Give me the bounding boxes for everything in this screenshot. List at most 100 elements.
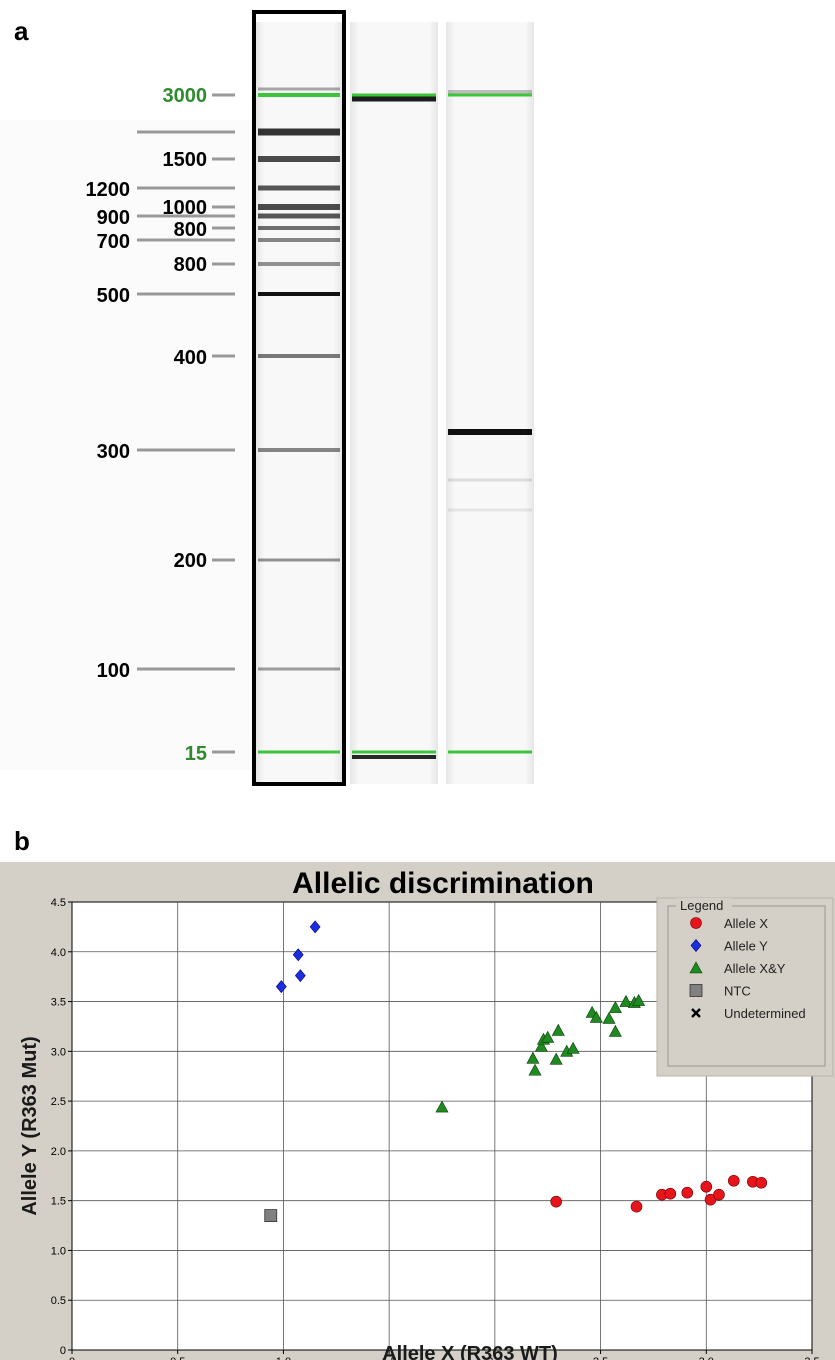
y-tick-label-0: 0 bbox=[60, 1345, 66, 1357]
point-allele-y-2 bbox=[292, 948, 304, 962]
point-allele-x-y-16 bbox=[619, 994, 633, 1007]
point-allele-x-1 bbox=[550, 1195, 562, 1208]
ladder-size-label-800: 800 bbox=[174, 219, 207, 241]
ladder-band-6 bbox=[258, 213, 340, 219]
legend-label-ntc: NTC bbox=[724, 984, 751, 999]
legend: Legend Allele X Allele Y Allele X&Y NTC Unde… bbox=[656, 897, 834, 1077]
lane2-lower-marker bbox=[352, 750, 436, 754]
y-tick-label-3: 1.5 bbox=[51, 1196, 66, 1208]
y-tick-label-9: 4.5 bbox=[51, 897, 66, 909]
ladder-upper-marker bbox=[258, 93, 340, 97]
ladder-size-label-3000: 3000 bbox=[163, 85, 208, 107]
lane3-upper-marker bbox=[448, 93, 532, 97]
ladder-size-label-1000: 1000 bbox=[163, 197, 208, 219]
point-allele-x-5 bbox=[681, 1186, 694, 1199]
point-allele-x-y-6 bbox=[541, 1030, 555, 1043]
ladder-lane-highlight-box bbox=[252, 10, 346, 786]
ladder-band-9 bbox=[258, 262, 340, 266]
point-allele-x-y-14 bbox=[608, 1000, 622, 1013]
legend-marker-allele-x bbox=[690, 917, 702, 929]
y-tick-label-4: 2.0 bbox=[51, 1146, 66, 1158]
ladder-band-3 bbox=[258, 156, 340, 162]
lane3-faint-band-1 bbox=[448, 478, 532, 482]
x-tick-label-0: 0 bbox=[69, 1356, 75, 1360]
point-allele-x-y-18 bbox=[632, 993, 646, 1006]
x-tick-label-1: 0.5 bbox=[170, 1356, 185, 1360]
lane3-faint-band-2 bbox=[448, 508, 532, 512]
ladder-size-label-15: 15 bbox=[185, 743, 207, 765]
point-allele-x-y-12 bbox=[589, 1010, 603, 1023]
x-tick-label-4: 2.0 bbox=[487, 1356, 502, 1360]
ladder-size-label-1200: 1200 bbox=[86, 179, 131, 201]
ladder-size-label-300: 300 bbox=[97, 441, 130, 463]
ladder-band-7 bbox=[258, 226, 340, 230]
ladder-size-label-600: 800 bbox=[174, 254, 207, 276]
ladder-size-label-1500: 1500 bbox=[163, 149, 208, 171]
ladder-size-label-200: 200 bbox=[174, 550, 207, 572]
point-allele-x-2 bbox=[630, 1200, 643, 1213]
x-axis-title: Allele X (R363 WT) bbox=[382, 1343, 558, 1360]
chart-title: Allelic discrimination bbox=[292, 867, 594, 900]
y-tick-label-7: 3.5 bbox=[51, 997, 66, 1009]
ladder-band-13 bbox=[258, 558, 340, 562]
point-allele-x-y-8 bbox=[551, 1023, 565, 1036]
point-allele-x-y-7 bbox=[549, 1052, 563, 1065]
legend-label-allele-x: Allele X bbox=[724, 916, 768, 931]
point-allele-x-y-10 bbox=[566, 1041, 580, 1054]
lane3-band-high bbox=[448, 90, 532, 94]
gel-electrophoresis-image: 3000 1500 1200 1000 900 800 700 800 500 400 300 200… bbox=[85, 10, 534, 786]
ladder-size-label-400: 400 bbox=[174, 347, 207, 369]
panel-b-label: b bbox=[14, 826, 30, 856]
x-tick-label-7: 3.5 bbox=[804, 1356, 819, 1360]
lane2-band-low bbox=[352, 755, 436, 759]
lane3-product-band bbox=[448, 429, 532, 435]
y-tick-label-8: 4.0 bbox=[51, 947, 66, 959]
ladder-band-2 bbox=[258, 128, 340, 136]
point-allele-x-y-1 bbox=[435, 1100, 449, 1113]
point-allele-x-9 bbox=[727, 1174, 740, 1187]
point-allele-x-6 bbox=[700, 1180, 713, 1193]
y-tick-label-2: 1.0 bbox=[51, 1245, 66, 1257]
ladder-band-12 bbox=[258, 448, 340, 452]
lane3-lower-marker bbox=[448, 750, 532, 754]
ladder-band-1 bbox=[258, 87, 340, 91]
legend-marker-undetermined bbox=[691, 1008, 701, 1018]
legend-marker-ntc bbox=[689, 984, 703, 997]
x-tick-label-2: 1.0 bbox=[276, 1356, 291, 1360]
ladder-band-11 bbox=[258, 354, 340, 358]
y-tick-label-1: 0.5 bbox=[51, 1295, 66, 1307]
panel-a-label: a bbox=[14, 16, 29, 46]
ladder-size-label-700: 700 bbox=[97, 231, 130, 253]
gel-lane-2 bbox=[350, 22, 438, 784]
point-allele-x-11 bbox=[755, 1176, 768, 1189]
point-allele-x-y-13 bbox=[602, 1011, 616, 1024]
ladder-band-8 bbox=[258, 238, 340, 242]
x-tick-label-5: 2.5 bbox=[593, 1356, 608, 1360]
legend-title: Legend bbox=[680, 898, 723, 913]
ladder-band-5 bbox=[258, 204, 340, 210]
legend-label-allele-y: Allele Y bbox=[724, 939, 768, 954]
point-allele-x-y-3 bbox=[528, 1063, 542, 1076]
point-allele-x-4 bbox=[664, 1187, 677, 1200]
allelic-discrimination-chart: Allelic discrimination 0 0.5 1.0 1.5 2.0 2.5 3… bbox=[0, 862, 835, 1360]
ladder-band-14 bbox=[258, 667, 340, 671]
point-allele-x-y-2 bbox=[526, 1051, 540, 1064]
legend-groupbox bbox=[667, 905, 826, 1067]
ladder-size-label-500: 500 bbox=[97, 285, 130, 307]
legend-label-allele-x-y: Allele X&Y bbox=[724, 961, 786, 976]
gel-lane-3 bbox=[446, 22, 534, 784]
legend-marker-allele-y bbox=[690, 939, 702, 952]
y-axis-title: Allele Y (R363 Mut) bbox=[19, 1036, 41, 1215]
gel-lane-1 bbox=[256, 22, 342, 784]
ladder-lower-marker bbox=[258, 750, 340, 754]
ladder-band-4 bbox=[258, 185, 340, 191]
point-ntc-1 bbox=[264, 1209, 278, 1223]
legend-marker-allele-x-y bbox=[689, 961, 703, 974]
lane2-upper-marker bbox=[352, 93, 436, 97]
ladder-size-label-100: 100 bbox=[97, 660, 130, 682]
point-allele-x-8 bbox=[713, 1188, 725, 1201]
legend-box bbox=[656, 897, 834, 1077]
point-allele-y-3 bbox=[294, 969, 306, 983]
lane2-band-high bbox=[352, 96, 436, 102]
x-tick-label-3: 1.5 bbox=[381, 1356, 396, 1360]
